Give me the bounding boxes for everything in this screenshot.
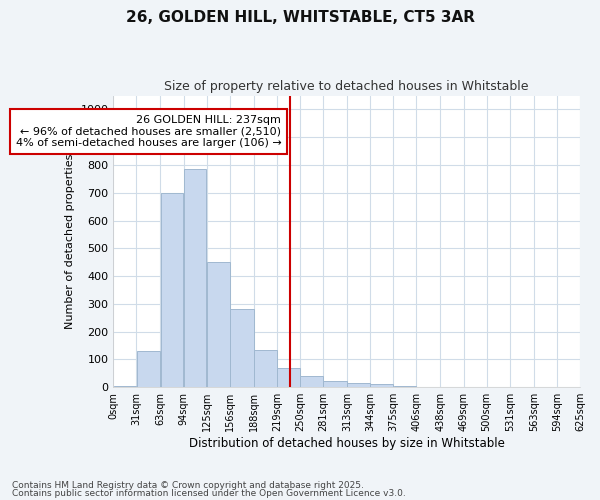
Bar [370, 384, 393, 387]
Bar [113, 386, 136, 387]
Bar [323, 381, 347, 387]
Bar [184, 169, 206, 387]
Bar [254, 350, 277, 387]
Bar [394, 386, 416, 387]
Bar [137, 351, 160, 387]
Text: 26 GOLDEN HILL: 237sqm
← 96% of detached houses are smaller (2,510)
4% of semi-d: 26 GOLDEN HILL: 237sqm ← 96% of detached… [16, 115, 281, 148]
Bar [161, 193, 184, 387]
Y-axis label: Number of detached properties: Number of detached properties [65, 154, 75, 329]
Bar [300, 376, 323, 387]
Text: Contains public sector information licensed under the Open Government Licence v3: Contains public sector information licen… [12, 488, 406, 498]
Text: 26, GOLDEN HILL, WHITSTABLE, CT5 3AR: 26, GOLDEN HILL, WHITSTABLE, CT5 3AR [125, 10, 475, 25]
Bar [277, 368, 300, 387]
X-axis label: Distribution of detached houses by size in Whitstable: Distribution of detached houses by size … [189, 437, 505, 450]
Bar [230, 310, 254, 387]
Text: Contains HM Land Registry data © Crown copyright and database right 2025.: Contains HM Land Registry data © Crown c… [12, 481, 364, 490]
Bar [207, 262, 230, 387]
Title: Size of property relative to detached houses in Whitstable: Size of property relative to detached ho… [164, 80, 529, 93]
Bar [347, 383, 370, 387]
